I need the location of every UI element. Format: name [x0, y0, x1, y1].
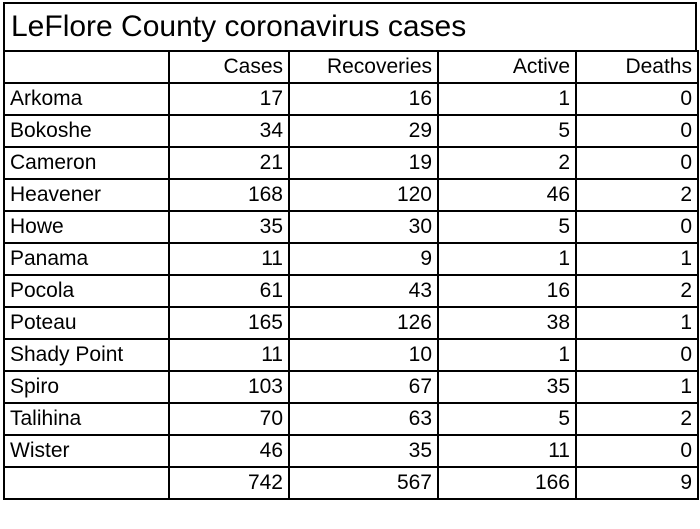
deaths-cell: 1	[575, 306, 699, 340]
active-cell: 1	[437, 242, 577, 276]
cases-cell: 11	[168, 338, 290, 372]
column-header-recoveries: Recoveries	[288, 50, 439, 84]
cases-cell: 46	[168, 434, 290, 468]
active-cell: 46	[437, 178, 577, 212]
active-cell: 35	[437, 370, 577, 404]
cases-cell: 34	[168, 114, 290, 148]
recoveries-cell: 126	[288, 306, 439, 340]
recoveries-cell: 63	[288, 402, 439, 436]
deaths-cell: 0	[575, 434, 699, 468]
table-row: Pocola 61 43 16 2	[3, 274, 699, 308]
town-name-cell: Spiro	[3, 370, 170, 404]
recoveries-cell: 19	[288, 146, 439, 180]
town-name-cell: Talihina	[3, 402, 170, 436]
cases-cell: 168	[168, 178, 290, 212]
column-header-deaths: Deaths	[575, 50, 699, 84]
recoveries-cell: 29	[288, 114, 439, 148]
column-header-cases: Cases	[168, 50, 290, 84]
totals-label-cell	[3, 466, 170, 500]
active-cell: 5	[437, 114, 577, 148]
deaths-cell: 0	[575, 338, 699, 372]
deaths-cell: 2	[575, 178, 699, 212]
table-row: Arkoma 17 16 1 0	[3, 82, 699, 116]
header-row: Cases Recoveries Active Deaths	[3, 50, 699, 84]
cases-cell: 21	[168, 146, 290, 180]
town-name-cell: Howe	[3, 210, 170, 244]
active-cell: 5	[437, 402, 577, 436]
town-name-cell: Arkoma	[3, 82, 170, 116]
column-header-active: Active	[437, 50, 577, 84]
deaths-cell: 1	[575, 370, 699, 404]
table-row: Howe 35 30 5 0	[3, 210, 699, 244]
active-cell: 2	[437, 146, 577, 180]
cases-cell: 70	[168, 402, 290, 436]
table-title: LeFlore County coronavirus cases	[3, 2, 697, 50]
totals-row: 742 567 166 9	[3, 466, 699, 500]
table-row: Wister 46 35 11 0	[3, 434, 699, 468]
active-cell: 38	[437, 306, 577, 340]
table-row: Bokoshe 34 29 5 0	[3, 114, 699, 148]
recoveries-cell: 120	[288, 178, 439, 212]
total-recoveries-cell: 567	[288, 466, 439, 500]
column-header-blank	[3, 50, 170, 84]
town-name-cell: Cameron	[3, 146, 170, 180]
total-active-cell: 166	[437, 466, 577, 500]
active-cell: 11	[437, 434, 577, 468]
table-row: Spiro 103 67 35 1	[3, 370, 699, 404]
recoveries-cell: 9	[288, 242, 439, 276]
table-row: Poteau 165 126 38 1	[3, 306, 699, 340]
cases-cell: 17	[168, 82, 290, 116]
table-row: Cameron 21 19 2 0	[3, 146, 699, 180]
recoveries-cell: 67	[288, 370, 439, 404]
town-name-cell: Shady Point	[3, 338, 170, 372]
recoveries-cell: 10	[288, 338, 439, 372]
town-name-cell: Wister	[3, 434, 170, 468]
town-name-cell: Bokoshe	[3, 114, 170, 148]
town-name-cell: Pocola	[3, 274, 170, 308]
recoveries-cell: 16	[288, 82, 439, 116]
deaths-cell: 0	[575, 146, 699, 180]
deaths-cell: 0	[575, 210, 699, 244]
table-row: Talihina 70 63 5 2	[3, 402, 699, 436]
town-name-cell: Panama	[3, 242, 170, 276]
total-deaths-cell: 9	[575, 466, 699, 500]
recoveries-cell: 43	[288, 274, 439, 308]
cases-cell: 11	[168, 242, 290, 276]
cases-cell: 61	[168, 274, 290, 308]
recoveries-cell: 35	[288, 434, 439, 468]
deaths-cell: 1	[575, 242, 699, 276]
total-cases-cell: 742	[168, 466, 290, 500]
deaths-cell: 2	[575, 274, 699, 308]
table-body: Arkoma 17 16 1 0 Bokoshe 34 29 5 0 Cameron 21 19 2 0 He…	[3, 82, 699, 468]
town-name-cell: Heavener	[3, 178, 170, 212]
deaths-cell: 2	[575, 402, 699, 436]
deaths-cell: 0	[575, 114, 699, 148]
recoveries-cell: 30	[288, 210, 439, 244]
table-row: Panama 11 9 1 1	[3, 242, 699, 276]
deaths-cell: 0	[575, 82, 699, 116]
active-cell: 16	[437, 274, 577, 308]
town-name-cell: Poteau	[3, 306, 170, 340]
spreadsheet-table: LeFlore County coronavirus cases Cases R…	[3, 2, 699, 527]
active-cell: 1	[437, 82, 577, 116]
table-row: Shady Point 11 10 1 0	[3, 338, 699, 372]
active-cell: 1	[437, 338, 577, 372]
cases-cell: 165	[168, 306, 290, 340]
table-row: Heavener 168 120 46 2	[3, 178, 699, 212]
cases-cell: 35	[168, 210, 290, 244]
cases-table: Cases Recoveries Active Deaths Arkoma 17 1…	[3, 50, 699, 500]
cases-cell: 103	[168, 370, 290, 404]
active-cell: 5	[437, 210, 577, 244]
